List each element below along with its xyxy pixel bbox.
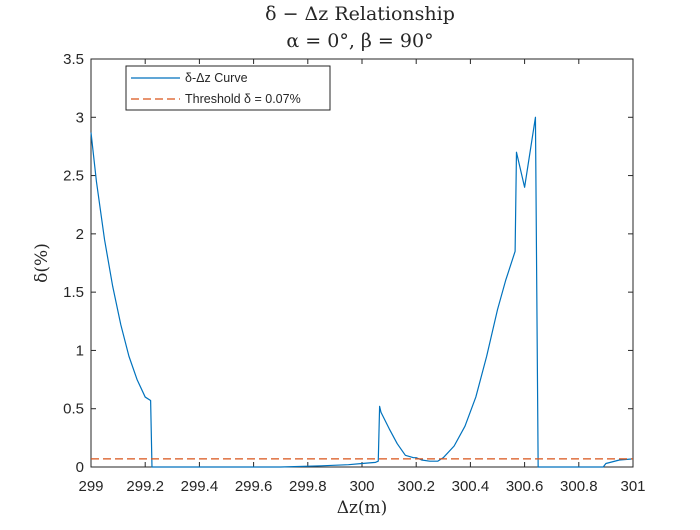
x-tick-label: 300 (349, 478, 374, 495)
legend: δ-Δz Curve Threshold δ = 0.07% (125, 65, 331, 111)
y-tick-label: 1 (76, 342, 84, 359)
x-tick-label: 299.2 (126, 478, 164, 495)
y-tick-label: 0 (76, 459, 84, 476)
x-tick-label: 301 (620, 478, 645, 495)
y-tick-label: 0.5 (63, 401, 84, 418)
x-tick-label: 300.6 (506, 478, 544, 495)
y-axis-label: δ(%) (32, 243, 52, 283)
y-tick-label: 3 (76, 109, 84, 126)
x-tick-label: 299.4 (181, 478, 219, 495)
legend-box (125, 65, 331, 111)
series-curve-line (90, 116, 634, 468)
x-tick-label: 299.6 (235, 478, 273, 495)
x-tick-label: 300.2 (397, 478, 435, 495)
x-tick-label: 300.4 (452, 478, 490, 495)
y-tick-label: 2 (76, 226, 84, 243)
x-tick-label: 300.8 (560, 478, 598, 495)
y-tick-label: 1.5 (63, 284, 84, 301)
legend-label-threshold: Threshold δ = 0.07% (185, 92, 301, 106)
y-tick-label: 3.5 (63, 51, 84, 68)
x-tick-label: 299 (78, 478, 103, 495)
plot-area (90, 58, 634, 468)
x-axis-label: Δz(m) (337, 498, 388, 518)
chart-subtitle: α = 0°, β = 90° (286, 30, 433, 52)
legend-label-curve: δ-Δz Curve (185, 71, 248, 85)
x-tick-label: 299.8 (289, 478, 327, 495)
ticks-layer: 299 299.2 299.4 299.6 299.8 300 300.2 300.4 300.… (63, 51, 645, 495)
chart-title: δ − Δz Relationship (265, 3, 455, 25)
series-layer (90, 116, 634, 468)
y-tick-label: 2.5 (63, 168, 84, 185)
